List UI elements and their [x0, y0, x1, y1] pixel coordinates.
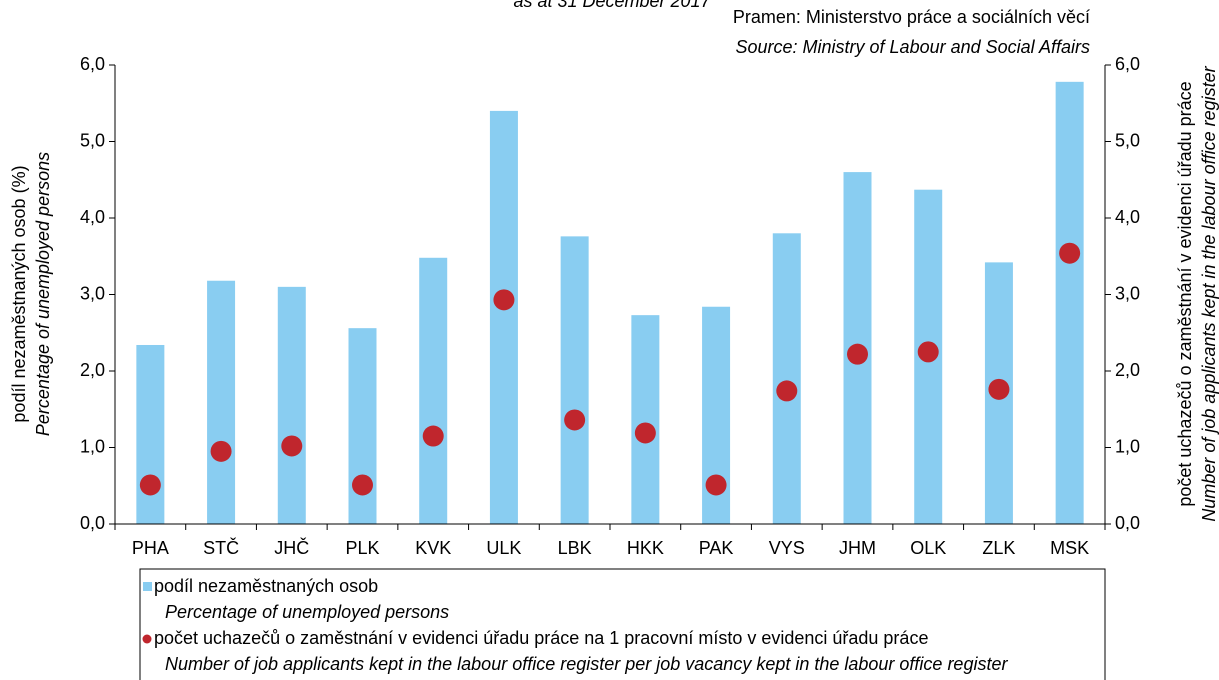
bar [419, 257, 448, 524]
legend-swatch [143, 582, 152, 591]
dot [281, 435, 303, 457]
y2-axis-title: počet uchazečů o zaměstnání v evidenci ú… [1175, 81, 1195, 506]
y-tick-label: 6,0 [80, 54, 105, 74]
bar [1055, 81, 1084, 524]
dot [352, 474, 373, 496]
x-tick-label: PHA [132, 538, 169, 558]
x-tick-label: KVK [415, 538, 451, 558]
dot [847, 343, 868, 365]
y2-tick-label: 6,0 [1115, 54, 1140, 74]
y-axis-title: podíl nezaměstnaných osob (%) [9, 165, 29, 422]
dot [634, 422, 656, 444]
y2-tick-label: 3,0 [1115, 283, 1140, 303]
y2-axis-title: Number of job applicants kept in the lab… [1199, 65, 1219, 521]
bar [136, 344, 165, 524]
legend-label: podíl nezaměstnaných osob [154, 576, 378, 596]
dot [564, 409, 586, 431]
bar [631, 315, 660, 524]
legend-label: Number of job applicants kept in the lab… [165, 654, 1008, 674]
x-tick-label: ULK [486, 538, 521, 558]
bar [207, 280, 236, 524]
x-tick-label: VYS [769, 538, 805, 558]
x-tick-label: JHČ [274, 537, 309, 558]
legend-box [139, 568, 1106, 680]
y2-tick-label: 1,0 [1115, 436, 1140, 456]
bar [489, 110, 518, 525]
x-tick-label: PLK [345, 538, 379, 558]
dot [917, 341, 939, 363]
y2-tick-label: 4,0 [1115, 207, 1140, 227]
legend-label: počet uchazečů o zaměstnání v evidenci ú… [154, 628, 928, 648]
legend-swatch [142, 634, 152, 644]
y-tick-label: 1,0 [80, 436, 105, 456]
bar [772, 233, 801, 525]
x-tick-label: HKK [627, 538, 664, 558]
source: Source: Ministry of Labour and Social Af… [736, 37, 1091, 57]
x-tick-label: PAK [699, 538, 734, 558]
y-axis-title: Percentage of unemployed persons [33, 152, 53, 436]
legend-label: Percentage of unemployed persons [165, 602, 449, 622]
dot [988, 378, 1010, 400]
x-tick-label: OLK [910, 538, 946, 558]
dot [705, 474, 727, 496]
bar [277, 286, 306, 524]
dot [210, 440, 232, 462]
x-tick-label: STČ [203, 537, 239, 558]
y-tick-label: 4,0 [80, 207, 105, 227]
dot [422, 425, 444, 447]
bar [560, 236, 589, 525]
x-tick-label: ZLK [982, 538, 1015, 558]
dot [139, 474, 161, 496]
y2-tick-label: 0,0 [1115, 513, 1140, 533]
x-tick-label: JHM [839, 538, 876, 558]
chart-subtitle: as at 31 December 2017 [513, 0, 711, 11]
y-tick-label: 3,0 [80, 283, 105, 303]
x-tick-label: MSK [1050, 538, 1089, 558]
dot [1059, 242, 1081, 264]
source: Pramen: Ministerstvo práce a sociálních … [733, 7, 1090, 27]
dot [776, 380, 798, 402]
x-tick-label: LBK [558, 538, 592, 558]
y-tick-label: 5,0 [80, 130, 105, 150]
y-tick-label: 0,0 [80, 513, 105, 533]
y2-tick-label: 5,0 [1115, 130, 1140, 150]
y-tick-label: 2,0 [80, 360, 105, 380]
dot [493, 289, 515, 311]
y2-tick-label: 2,0 [1115, 360, 1140, 380]
